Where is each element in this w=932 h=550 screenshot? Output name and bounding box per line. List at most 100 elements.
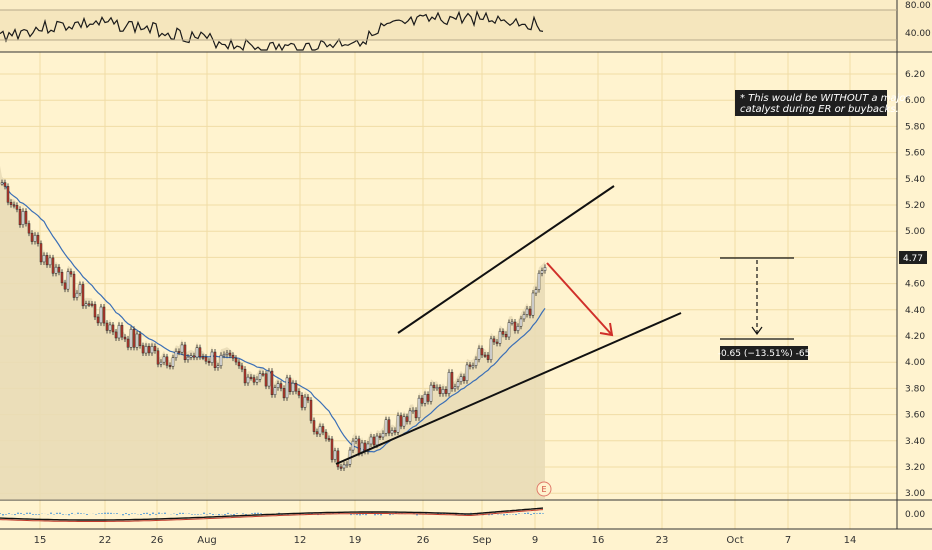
candle-body [186, 356, 190, 361]
candle-body [87, 303, 91, 306]
candle-body [504, 334, 508, 338]
candle-body [420, 397, 424, 404]
candle-body [357, 438, 361, 454]
candle-body [222, 354, 226, 357]
candle-body [402, 416, 406, 427]
candle-body [240, 365, 244, 370]
candle-body [42, 255, 46, 263]
candle-body [48, 257, 52, 266]
candle-body [72, 273, 76, 298]
macd-tick-label: 0.00 [905, 510, 925, 520]
time-tick-label: 23 [656, 535, 669, 546]
price-tick-label: 5.40 [905, 175, 925, 185]
downtrend-arrow[interactable] [546, 262, 614, 337]
time-tick-label: Sep [473, 535, 492, 546]
candle-body [234, 357, 238, 363]
channel-lower-line[interactable] [335, 312, 682, 465]
candle-body [510, 321, 514, 324]
candle-body [390, 430, 394, 434]
candle-body [225, 352, 229, 355]
time-tick-label: 26 [417, 535, 430, 546]
earnings-marker[interactable]: E [536, 481, 552, 497]
candle-body [147, 346, 151, 354]
price-tick-label: 5.80 [905, 122, 925, 132]
candle-body [516, 325, 520, 331]
candle-body [525, 308, 529, 315]
candle-body [462, 376, 466, 381]
candle-body [444, 389, 448, 394]
time-tick-label: Aug [197, 535, 217, 546]
candle-body [378, 435, 382, 438]
price-tick-label: 5.20 [905, 201, 925, 211]
price-tick-label: 4.20 [905, 332, 925, 342]
candle-body [264, 373, 268, 387]
macd-axis: 0.00 [905, 510, 925, 520]
candle-body [342, 464, 346, 469]
candle-body [336, 450, 340, 468]
candle-body [6, 186, 10, 203]
candle-body [27, 223, 31, 234]
candle-body [300, 395, 304, 408]
candle-body [165, 356, 169, 366]
candle-body [141, 345, 145, 354]
candle-body [273, 387, 277, 395]
rsi-tick-label: 40.00 [905, 29, 931, 39]
candle-body [132, 328, 136, 348]
candle-body [519, 318, 523, 327]
price-tick-label: 3.00 [905, 489, 925, 499]
candle-body [198, 347, 202, 358]
candle-body [531, 292, 535, 316]
candle-body [327, 438, 331, 441]
candle-body [522, 314, 526, 320]
candle-body [126, 338, 130, 348]
candle-body [66, 271, 70, 290]
channel-upper-line[interactable] [397, 185, 615, 334]
candle-body [177, 351, 181, 354]
candle-body [534, 289, 538, 294]
candle-body [306, 396, 310, 401]
candle-body [111, 324, 115, 333]
candle-body [171, 357, 175, 367]
moving-average-line [1, 182, 546, 453]
candle-body [144, 346, 148, 354]
candle-body [435, 387, 439, 390]
current-price-label: 4.77 [903, 254, 923, 264]
measure-tool[interactable] [720, 257, 794, 340]
candle-body [108, 324, 112, 331]
candle-body [0, 182, 4, 185]
annotation-note[interactable]: * This would be WITHOUT a major catalyst… [735, 90, 910, 116]
candle-body [168, 365, 172, 368]
candle-body [30, 232, 34, 242]
candle-body [216, 365, 220, 368]
candle-body [291, 382, 295, 393]
candle-body [156, 350, 160, 365]
price-tick-label: 6.20 [905, 70, 925, 80]
candle-body [60, 271, 64, 284]
candle-body [129, 328, 133, 348]
candle-body [54, 266, 58, 274]
price-tick-label: 5.60 [905, 149, 925, 159]
candle-body [36, 234, 40, 244]
candle-body [252, 377, 256, 383]
candle-body [237, 361, 241, 367]
candle-body [279, 383, 283, 389]
candle-body [492, 338, 496, 343]
candle-body [15, 205, 19, 210]
candle-body [258, 373, 262, 380]
candle-body [465, 364, 469, 381]
candle-body [429, 384, 433, 402]
candle-body [354, 438, 358, 442]
candle-body [294, 382, 298, 392]
candle-body [105, 322, 109, 331]
candle-body [459, 376, 463, 382]
candle-body [57, 266, 61, 273]
time-tick-label: 12 [294, 535, 307, 546]
candle-body [528, 308, 532, 316]
candle-body [84, 303, 88, 307]
candle-body [51, 257, 55, 274]
candle-body [195, 347, 199, 358]
candle-body [207, 360, 211, 363]
earnings-label: E [541, 485, 546, 494]
candle-body [543, 267, 547, 271]
